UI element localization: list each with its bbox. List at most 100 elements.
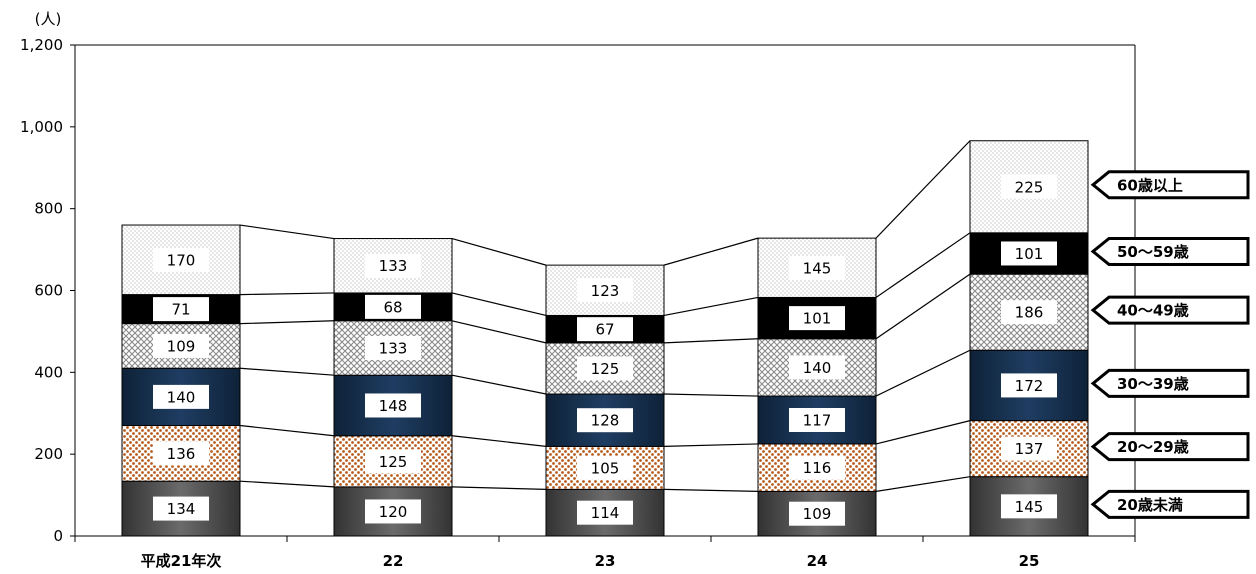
- data-label: 145: [803, 259, 832, 277]
- series-connector-line: [239, 224, 335, 240]
- data-label-box: [153, 384, 209, 409]
- series-connector-line: [239, 480, 335, 488]
- data-label: 68: [383, 298, 402, 316]
- data-label-box: [365, 253, 421, 278]
- data-label: 148: [379, 397, 408, 415]
- series-connector-line: [451, 486, 547, 490]
- data-label-box: [789, 501, 845, 526]
- y-tick-label: 1,000: [20, 118, 63, 136]
- data-label: 109: [167, 337, 196, 355]
- series-connector-line: [875, 232, 971, 298]
- legend-item-box: [1090, 432, 1250, 462]
- y-tick-label: 1,200: [20, 36, 63, 54]
- series-connector-line: [663, 488, 759, 493]
- data-label-box: [789, 355, 845, 380]
- data-label-box: [153, 297, 209, 322]
- data-label-box: [577, 356, 633, 381]
- data-label-box: [789, 255, 845, 280]
- data-label: 170: [167, 251, 196, 269]
- data-label: 140: [167, 388, 196, 406]
- y-tick-label: 800: [34, 200, 63, 218]
- series-connector-line: [451, 292, 547, 317]
- series-connector-line: [663, 443, 759, 447]
- data-label-box: [153, 333, 209, 358]
- data-label: 172: [1015, 377, 1044, 395]
- data-label-box: [577, 500, 633, 525]
- data-label: 71: [171, 301, 190, 319]
- legend-item-label: 40〜49歳: [1117, 302, 1189, 320]
- legend-item-box: [1090, 489, 1250, 519]
- series-connector-line: [451, 435, 547, 447]
- x-tick-label: 平成21年次: [141, 552, 222, 570]
- data-label-box: [1001, 174, 1057, 199]
- y-tick-label: 600: [34, 282, 63, 300]
- bar-segment: [121, 323, 241, 369]
- data-label-box: [577, 317, 633, 342]
- series-connector-line: [663, 393, 759, 397]
- legend-item-label: 50〜59歳: [1117, 243, 1189, 261]
- series-connector-line: [663, 237, 759, 266]
- series-connector-line: [239, 320, 335, 325]
- data-label-box: [789, 455, 845, 480]
- data-label: 125: [591, 360, 620, 378]
- data-label-box: [577, 455, 633, 480]
- data-label-box: [365, 335, 421, 360]
- data-label-box: [365, 499, 421, 524]
- data-label-box: [577, 408, 633, 433]
- data-label-box: [1001, 373, 1057, 398]
- data-label: 117: [803, 412, 832, 430]
- data-label: 186: [1015, 304, 1044, 322]
- data-label-box: [1001, 436, 1057, 461]
- y-tick-label: 400: [34, 363, 63, 381]
- series-connector-line: [875, 140, 971, 239]
- data-label-box: [1001, 300, 1057, 325]
- data-label-box: [153, 496, 209, 521]
- legend-item-box: [1090, 170, 1250, 200]
- y-axis-unit-label: (人): [35, 10, 62, 28]
- data-label: 114: [591, 504, 620, 522]
- series-connector-line: [239, 367, 335, 376]
- series-connector-line: [875, 420, 971, 445]
- data-label: 136: [167, 445, 196, 463]
- data-label: 67: [595, 321, 614, 339]
- x-tick-label: 24: [807, 552, 828, 570]
- data-label-box: [365, 449, 421, 474]
- series-connector-line: [875, 476, 971, 492]
- legend-item-box: [1090, 295, 1250, 325]
- value-labels-layer: 134 136 140 109 71 170 120 125 148 133 68 133 114 105…: [153, 174, 1057, 526]
- legend-item-label: 20〜29歳: [1117, 438, 1189, 456]
- series-connector-line: [451, 237, 547, 266]
- data-label: 125: [379, 453, 408, 471]
- series-connector-line: [663, 296, 759, 317]
- data-label-box: [153, 441, 209, 466]
- data-label: 134: [167, 500, 196, 518]
- legend-item-label: 30〜39歳: [1117, 375, 1189, 393]
- data-label: 109: [803, 505, 832, 523]
- data-label-box: [577, 278, 633, 303]
- series-connector-line: [875, 349, 971, 397]
- data-label: 101: [1015, 245, 1044, 263]
- legend: 20歳未満 20〜29歳 30〜39歳 40〜49歳 50〜59歳 60歳以上: [1090, 170, 1250, 519]
- legend-item-box: [1090, 368, 1250, 398]
- data-label: 225: [1015, 178, 1044, 196]
- data-label-box: [153, 247, 209, 272]
- legend-item-box: [1090, 236, 1250, 266]
- data-label-box: [1001, 494, 1057, 519]
- data-label: 101: [803, 310, 832, 328]
- y-tick-label: 0: [53, 527, 63, 545]
- axes-layer: 0 200 400 600 800 1,000 1,200 平成21年次 22 23 24 25: [20, 36, 1136, 570]
- series-connector-line: [239, 424, 335, 437]
- series-connector-line: [451, 320, 547, 344]
- data-label: 133: [379, 257, 408, 275]
- data-label: 105: [591, 459, 620, 477]
- x-tick-label: 22: [383, 552, 404, 570]
- y-tick-label: 200: [34, 445, 63, 463]
- x-tick-label: 23: [595, 552, 616, 570]
- series-connector-line: [451, 374, 547, 395]
- series-connector-line: [663, 338, 759, 344]
- x-tick-label: 25: [1019, 552, 1040, 570]
- series-connector-lines: [239, 140, 971, 493]
- legend-item-label: 20歳未満: [1117, 496, 1183, 514]
- data-label: 140: [803, 359, 832, 377]
